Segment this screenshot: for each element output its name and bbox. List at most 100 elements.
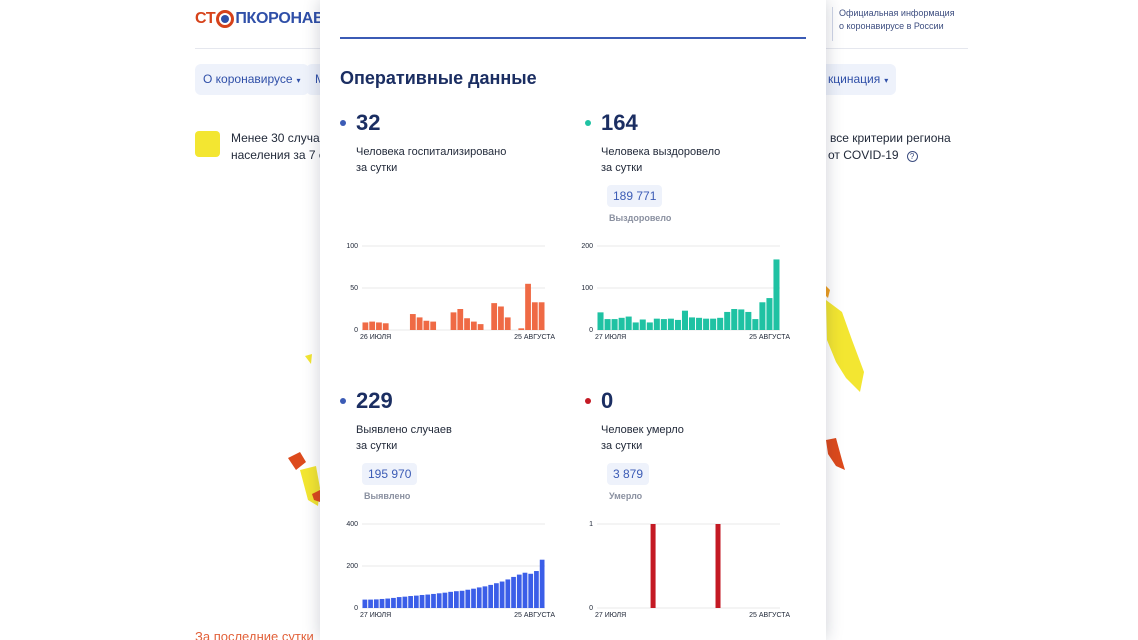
chart-bar — [538, 302, 545, 330]
chart-bar — [534, 571, 539, 608]
y-tick-label: 0 — [589, 327, 593, 334]
deaths-total-label: Умерло — [609, 491, 643, 501]
chart-bar — [738, 309, 745, 330]
chart-bar — [660, 319, 667, 330]
chart-bar — [448, 591, 453, 608]
chart-bar — [653, 318, 660, 330]
chart-bar — [611, 319, 618, 330]
official-info: Официальная информация о коронавирусе в … — [832, 7, 955, 41]
chart-bar — [731, 309, 738, 330]
legend-text-left: Менее 30 случаев населения за 7 су — [231, 130, 333, 164]
chart-bar — [724, 311, 731, 330]
nav-about-coronavirus[interactable]: О коронавирусе ▾ — [195, 64, 309, 95]
chart-bar — [396, 597, 402, 608]
chart-bar — [745, 311, 752, 330]
y-tick-label: 50 — [350, 285, 358, 292]
stat-card-recovered: 164 Человека выздоровело за сутки 189 77… — [581, 110, 810, 370]
last-day-heading: За последние сутки — [195, 629, 314, 640]
deaths-description: Человек умерло за сутки — [601, 422, 771, 454]
map-region-west-4[interactable] — [305, 354, 312, 364]
nav-vaccination[interactable]: кцинация ▾ — [820, 64, 897, 95]
chart-bar — [382, 323, 389, 330]
chart-bar — [385, 598, 391, 608]
recovered-chart[interactable]: 0 100 200 27 ИЮЛЯ 25 АВГУСТА — [575, 240, 800, 350]
recovered-total: 189 771 — [607, 185, 663, 207]
chart-bar — [639, 319, 646, 330]
cases-value: 229 — [356, 388, 393, 413]
y-tick-label: 0 — [589, 605, 593, 612]
y-tick-label: 0 — [354, 327, 358, 334]
official-info-line1: Официальная информация — [839, 8, 955, 18]
legend-right-line2-wrap: о от COVID-19? — [818, 147, 951, 164]
modal-title: Оперативные данные — [340, 68, 537, 88]
recovered-value: 164 — [601, 110, 638, 135]
chart-bar — [402, 596, 408, 608]
chart-bar — [459, 590, 465, 608]
legend-color-swatch — [195, 131, 220, 157]
chart-bar — [368, 599, 373, 608]
x-label-end: 25 АВГУСТА — [514, 612, 555, 619]
map-region-east-2[interactable] — [826, 438, 845, 470]
chart-bar — [408, 596, 413, 608]
x-label-start: 27 ИЮЛЯ — [360, 612, 391, 619]
chart-bar — [476, 587, 482, 608]
y-tick-label: 100 — [346, 243, 358, 250]
chart-bar — [650, 524, 656, 608]
chart-bar — [430, 321, 437, 330]
chart-bar — [488, 584, 494, 608]
map-region-east[interactable] — [826, 300, 864, 392]
deaths-chart[interactable]: 0 1 27 ИЮЛЯ 25 АВГУСТА — [575, 518, 800, 628]
legend-left-line1: Менее 30 случаев — [231, 131, 333, 145]
chart-bar — [715, 524, 721, 608]
chart-bar — [416, 317, 423, 330]
y-tick-label: 0 — [354, 605, 358, 612]
dot-icon — [585, 398, 591, 404]
x-label-end: 25 АВГУСТА — [749, 334, 790, 341]
chart-bar — [499, 581, 505, 608]
recovered-desc-line1: Человека выздоровело — [601, 146, 721, 158]
chart-bar — [470, 321, 477, 330]
chart-bar — [477, 324, 484, 330]
chart-bar — [464, 318, 470, 330]
chart-bar — [431, 593, 436, 608]
y-tick-label: 400 — [346, 521, 358, 528]
help-icon[interactable]: ? — [906, 151, 918, 162]
map-region-east-3[interactable] — [826, 286, 830, 298]
hospitalized-chart[interactable]: 0 50 100 26 ИЮЛЯ 25 АВГУСТА — [340, 240, 565, 350]
map-region-west-3[interactable] — [312, 490, 320, 502]
chart-bar — [681, 310, 688, 330]
chart-bar — [674, 319, 681, 330]
operational-data-modal: Оперативные данные 32 Человека госпитали… — [320, 0, 826, 640]
chart-bar — [391, 597, 396, 608]
chart-bar — [373, 599, 379, 608]
cases-total-label: Выявлено — [364, 491, 411, 501]
x-label-start: 27 ИЮЛЯ — [595, 612, 626, 619]
chart-bar — [442, 592, 448, 608]
chart-bar — [773, 259, 780, 330]
chart-bar — [376, 322, 382, 330]
chart-bar — [505, 579, 511, 608]
chart-bar — [413, 595, 419, 608]
virus-logo-icon — [216, 10, 235, 28]
chart-bar — [362, 599, 368, 608]
chart-bar — [409, 314, 416, 330]
recovered-desc-line2: за сутки — [601, 162, 643, 174]
dot-icon — [340, 398, 346, 404]
cases-chart[interactable]: 0 200 400 27 ИЮЛЯ 25 АВГУСТА — [340, 518, 565, 628]
chart-bar — [457, 309, 464, 330]
chart-bar — [425, 594, 431, 608]
recovered-description: Человека выздоровело за сутки — [601, 144, 771, 176]
chart-bar — [482, 586, 488, 608]
cases-description: Выявлено случаев за сутки — [356, 422, 526, 454]
stat-card-hospitalized: 32 Человека госпитализировано за сутки 0… — [340, 110, 565, 370]
recovered-total-label: Выздоровело — [609, 213, 672, 223]
logo-text-left: СТ — [195, 10, 216, 27]
chart-bar — [491, 303, 498, 330]
map-region-west-2[interactable] — [288, 452, 306, 470]
chart-bar — [531, 302, 538, 330]
chart-bar — [423, 320, 430, 330]
site-logo[interactable]: СТ ПКОРОНАВИ — [195, 10, 336, 28]
official-info-line2: о коронавирусе в России — [839, 21, 944, 31]
modal-top-divider — [340, 37, 806, 39]
